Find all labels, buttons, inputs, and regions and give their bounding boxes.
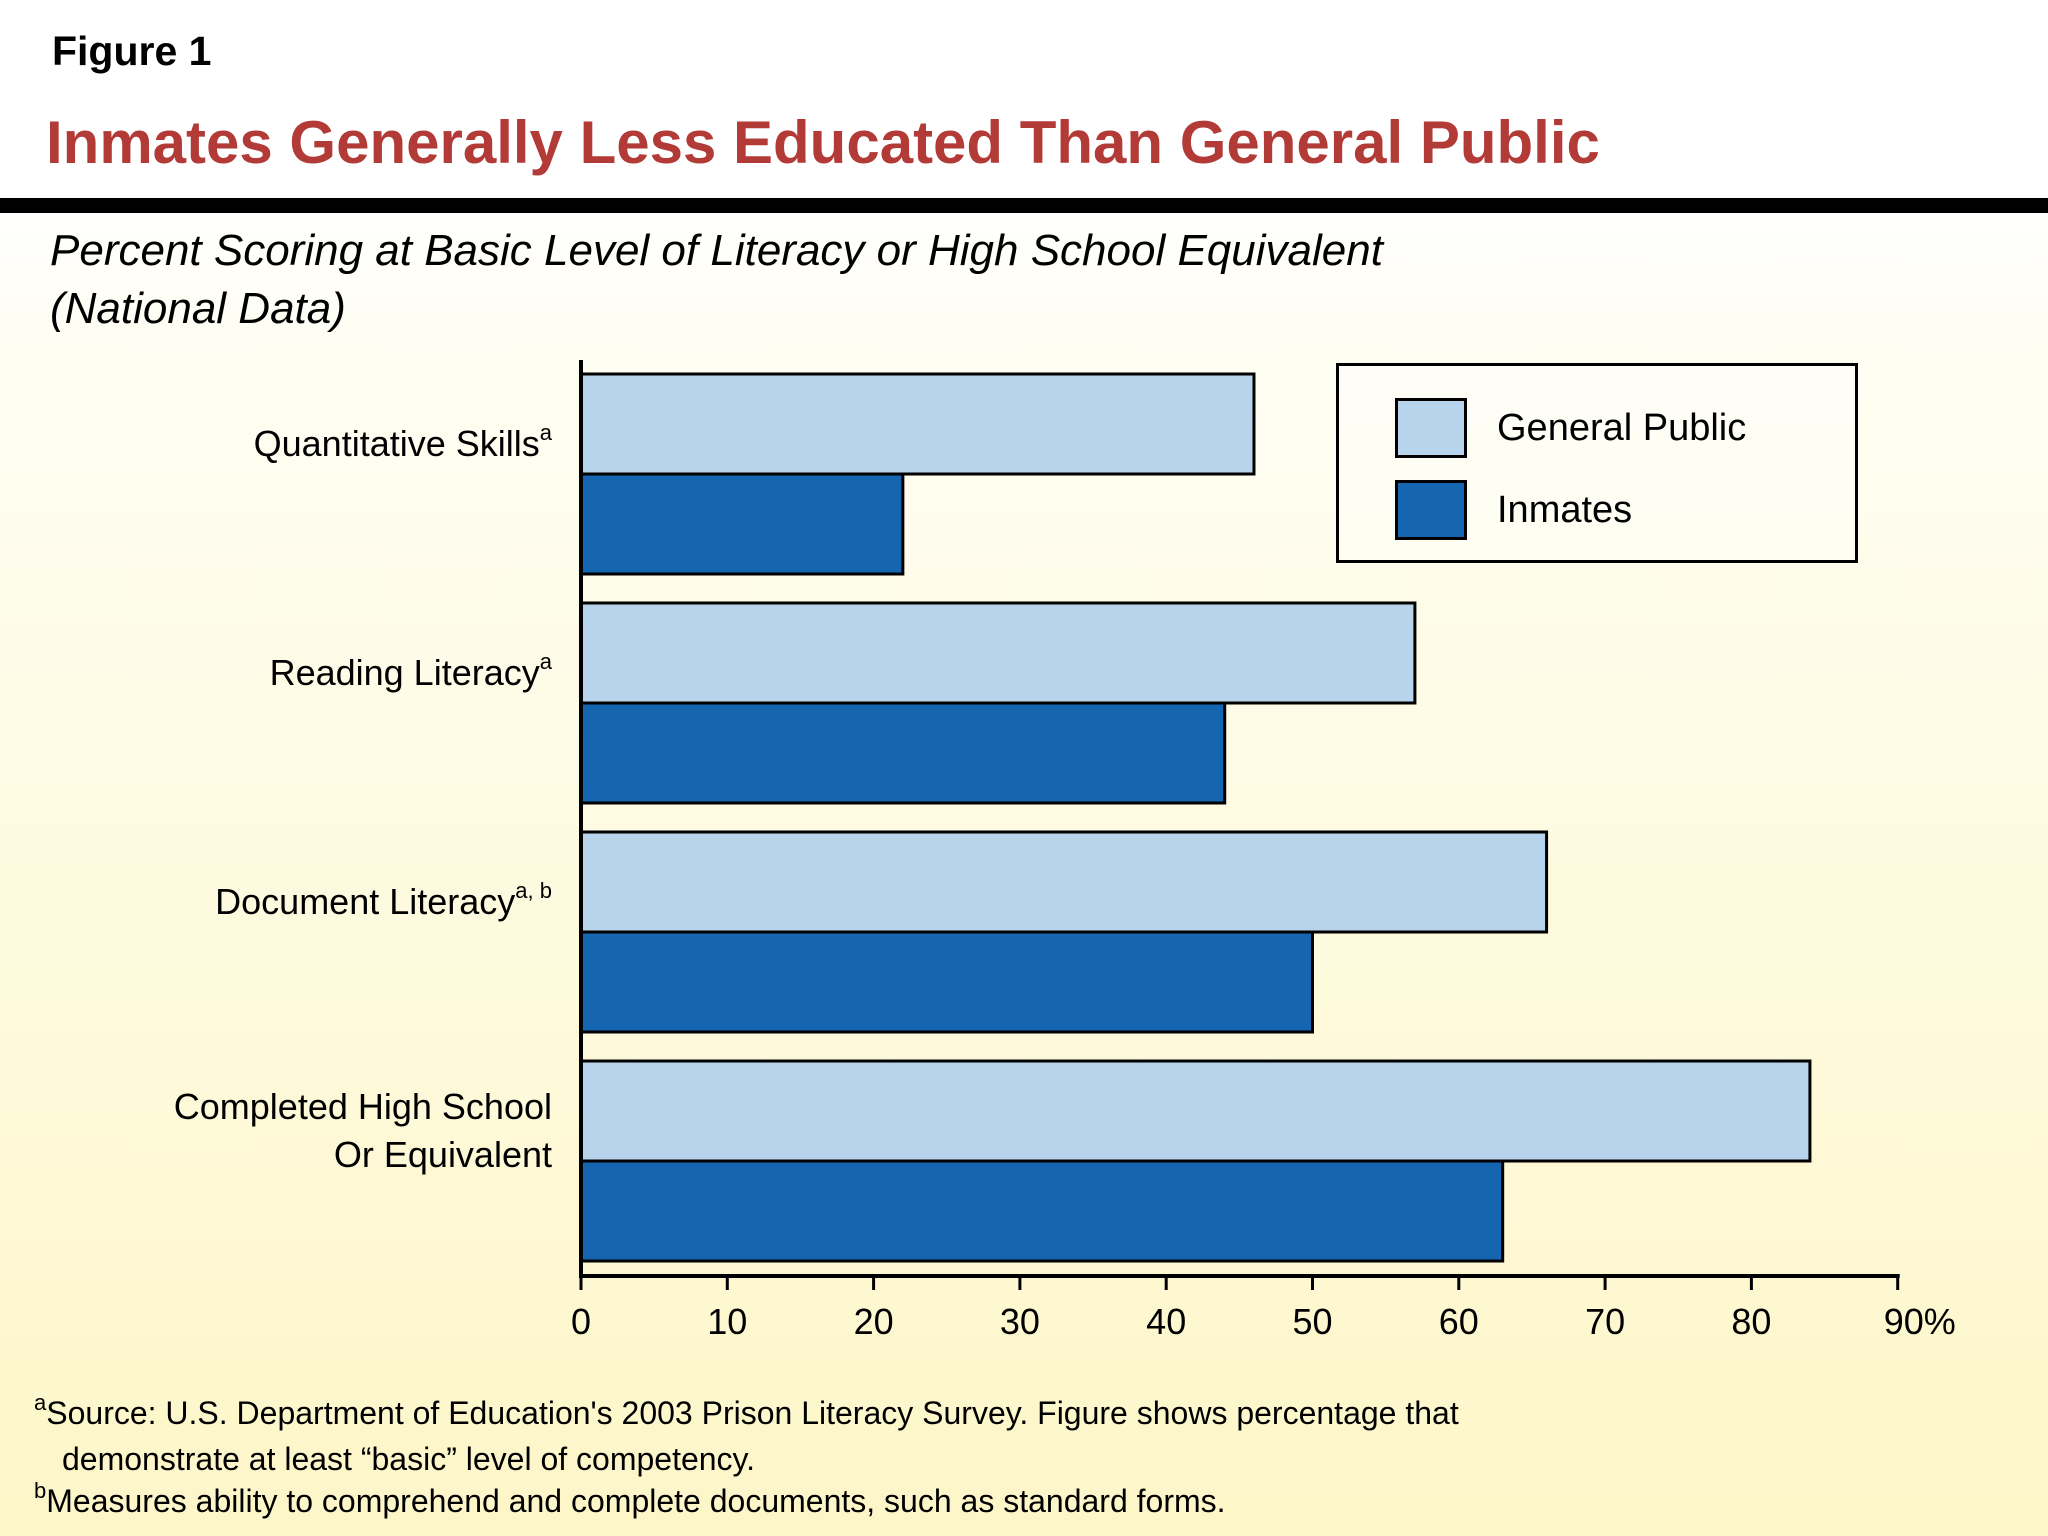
footnote-a: aSource: U.S. Department of Education's … [34,1390,1459,1438]
category-label-line: Reading Literacya [269,649,552,693]
category-footnote-mark: a, b [515,878,552,903]
chart-title: Inmates Generally Less Educated Than Gen… [46,109,1600,176]
category-label-line: Quantitative Skillsa [253,420,552,464]
category-label-line: Completed High School [173,1086,552,1127]
x-tick-label: 30 [1000,1301,1040,1342]
legend-swatch-general-public [1395,398,1467,458]
x-tick-label: 60 [1439,1301,1479,1342]
x-tick-label: 50 [1292,1301,1332,1342]
bar-general-public [579,830,1549,934]
bar-inmates [579,472,905,576]
legend-item-general-public: General Public [1395,396,1746,460]
footnote-b-mark: b [34,1478,47,1503]
x-tick-label: 20 [854,1301,894,1342]
footnote-a-continuation: demonstrate at least “basic” level of co… [62,1441,756,1477]
bar-general-public [579,601,1417,705]
x-tick-label: 40 [1146,1301,1186,1342]
title-divider [0,198,2048,213]
legend-swatch-inmates [1395,480,1467,540]
chart-subtitle: Percent Scoring at Basic Level of Litera… [50,222,1383,338]
figure-label: Figure 1 [52,28,212,74]
x-tick-label: 0 [571,1301,591,1342]
bar-general-public [579,1059,1812,1163]
footnote-a-line-1: Source: U.S. Department of Education's 2… [46,1395,1459,1431]
legend-item-inmates: Inmates [1395,478,1632,542]
bar-inmates [579,701,1227,805]
legend-label-general-public: General Public [1497,406,1747,449]
x-tick-label: 70 [1585,1301,1625,1342]
subtitle-line-2: (National Data) [50,284,346,333]
category-label: Completed High School Or Equivalent [174,1083,552,1179]
category-label-line: Document Literacya, b [215,878,552,922]
category-footnote-mark: a [539,420,552,445]
bar-chart: 0 10 20 30 40 50 60 70 80 90% [571,360,1956,1342]
category-label: Quantitative Skillsa [254,420,552,473]
subtitle-line-1: Percent Scoring at Basic Level of Litera… [50,226,1383,275]
footnote-a-mark: a [34,1390,47,1415]
footnote-b-line-1: Measures ability to comprehend and compl… [46,1483,1226,1519]
footnotes: aSource: U.S. Department of Education's … [34,1390,1459,1526]
x-tick-label: 80 [1731,1301,1771,1342]
category-label-line: Or Equivalent [333,1134,552,1175]
category-label: Document Literacya, b [215,878,552,931]
category-label: Reading Literacya [270,649,552,702]
bar-general-public [579,372,1256,476]
legend-label-inmates: Inmates [1497,488,1633,531]
category-footnote-mark: a [539,649,552,674]
x-tick-label: 10 [707,1301,747,1342]
x-tick-label: 90% [1884,1301,1956,1342]
bar-inmates [579,930,1314,1034]
legend: General Public Inmates [1336,363,1858,563]
footnote-b: bMeasures ability to comprehend and comp… [34,1478,1459,1526]
bar-inmates [579,1159,1505,1263]
